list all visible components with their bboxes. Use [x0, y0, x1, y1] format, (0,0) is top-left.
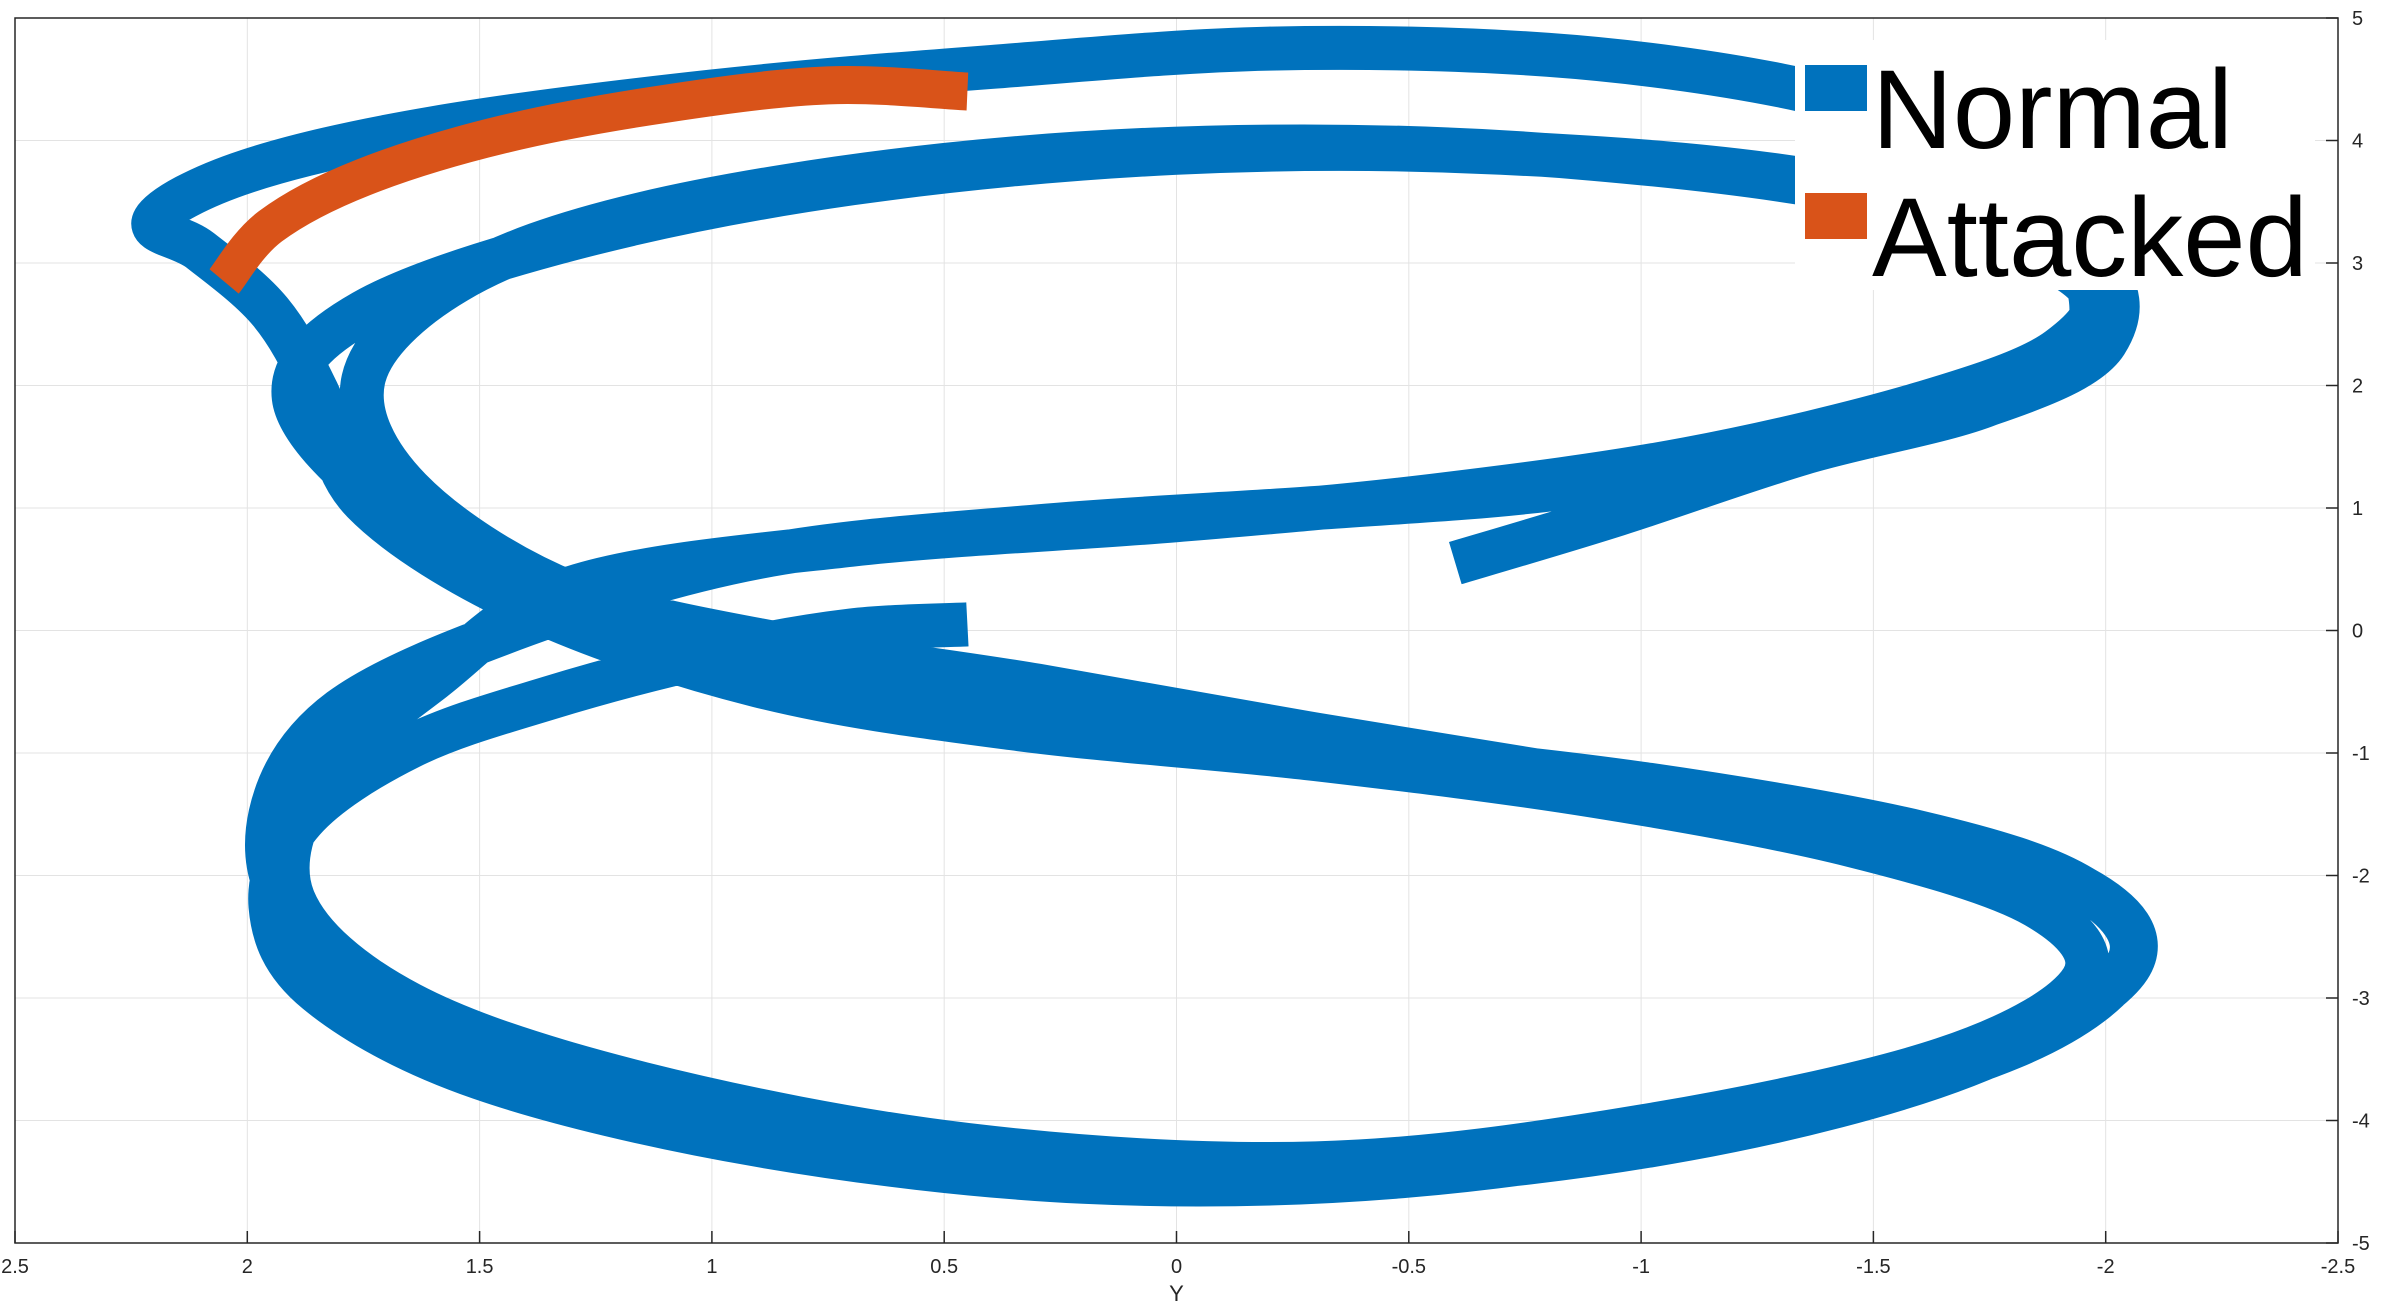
series-line-attacked [209, 66, 969, 294]
axis-ticks: 2.5 2 1.5 1 0.5 0 -0.5 -1 -1.5 -2 -2.5 5 4 3 2 1 0 -1 -2 -3… [1, 8, 2370, 1278]
x-tick-label: -2.5 [2321, 1256, 2355, 1278]
x-tick-label: 2.5 [1, 1256, 29, 1278]
legend-background [1795, 40, 2315, 290]
legend-swatch-normal [1805, 65, 1867, 111]
y-tick-label: 1 [2352, 498, 2363, 520]
x-tick-label: -2 [2097, 1256, 2115, 1278]
legend-swatch-attacked [1805, 193, 1867, 239]
x-tick-label: -1 [1632, 1256, 1650, 1278]
x-tick-label: 0 [1171, 1256, 1182, 1278]
y-tick-label: 0 [2352, 621, 2363, 643]
y-tick-label: 5 [2352, 8, 2363, 30]
x-tick-label: 1 [706, 1256, 717, 1278]
x-tick-label: 0.5 [930, 1256, 958, 1278]
legend-label-attacked: Attacked [1872, 175, 2308, 300]
x-tick-label: -0.5 [1392, 1256, 1426, 1278]
y-tick-label: -3 [2352, 988, 2370, 1010]
y-tick-label: -4 [2352, 1111, 2370, 1133]
series-line-normal [131, 25, 2158, 1207]
x-tick-label: 1.5 [466, 1256, 494, 1278]
y-tick-label: 4 [2352, 131, 2363, 153]
x-axis-label: Y [1169, 1281, 1184, 1303]
x-tick-label: -1.5 [1856, 1256, 1890, 1278]
series-layer [131, 25, 2158, 1207]
y-tick-label: -2 [2352, 866, 2370, 888]
y-tick-label: -1 [2352, 743, 2370, 765]
y-tick-label: 2 [2352, 376, 2363, 398]
x-tick-label: 2 [242, 1256, 253, 1278]
y-axis-label: X [2395, 623, 2399, 638]
y-tick-label: -5 [2352, 1233, 2370, 1255]
y-tick-label: 3 [2352, 253, 2363, 275]
legend-label-normal: Normal [1872, 47, 2233, 172]
legend: Normal Attacked [1795, 40, 2315, 300]
